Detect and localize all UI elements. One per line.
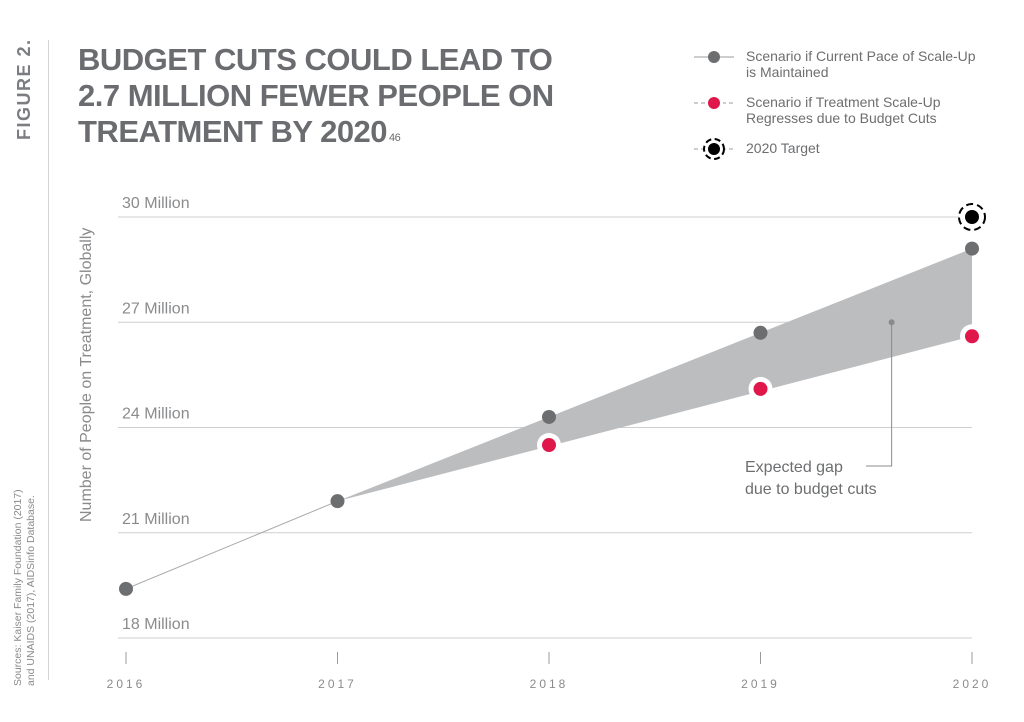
title-line-2: 2.7 MILLION FEWER PEOPLE ON	[78, 78, 554, 113]
legend-label-budget-cuts: Scenario if Treatment Scale-Up Regresses…	[746, 94, 941, 126]
y-tick-label-27: 27 Million	[122, 300, 190, 317]
current-pace-point-2018	[542, 409, 556, 424]
side-divider	[48, 40, 49, 680]
x-tick-label-2017: 2017	[318, 677, 357, 691]
target-icon	[694, 138, 734, 160]
x-tick-label-2020: 2020	[953, 677, 992, 691]
annotation-leader	[866, 322, 893, 467]
budget-cut-point-2018	[542, 438, 556, 453]
x-tick-label-2019: 2019	[741, 677, 780, 691]
title-line-1: BUDGET CUTS COULD LEAD TO	[78, 42, 553, 77]
red-dot-icon	[694, 94, 734, 112]
legend-label-current-pace: Scenario if Current Pace of Scale-Up is …	[746, 48, 976, 80]
x-tick-label-2018: 2018	[530, 677, 569, 691]
current-pace-point-2020	[965, 241, 979, 256]
legend-label-target: 2020 Target	[746, 140, 820, 156]
y-tick-label-24: 24 Million	[122, 406, 190, 423]
title-footnote: 46	[389, 132, 401, 144]
history-line	[125, 500, 338, 590]
x-tick-label-2016: 2016	[107, 677, 146, 691]
chart-title: BUDGET CUTS COULD LEAD TO 2.7 MILLION FE…	[78, 42, 554, 150]
title-line-3: TREATMENT BY 2020	[78, 114, 388, 149]
budget-cut-point-2020	[965, 329, 979, 344]
budget-cut-point-2019	[753, 381, 768, 396]
current-pace-point-2019	[753, 325, 768, 340]
current-pace-point-2017	[330, 494, 345, 509]
gap-area	[337, 248, 972, 502]
current-pace-point-2016	[119, 581, 133, 596]
annotation-text-line-1: Expected gap	[745, 459, 843, 476]
y-tick-label-30: 30 Million	[122, 195, 190, 212]
annotation-text-line-2: due to budget cuts	[745, 481, 877, 498]
target-point-2020	[965, 210, 979, 224]
gray-dot-icon	[694, 51, 734, 63]
y-tick-label-21: 21 Million	[122, 511, 190, 528]
y-tick-label-18: 18 Million	[122, 616, 190, 633]
